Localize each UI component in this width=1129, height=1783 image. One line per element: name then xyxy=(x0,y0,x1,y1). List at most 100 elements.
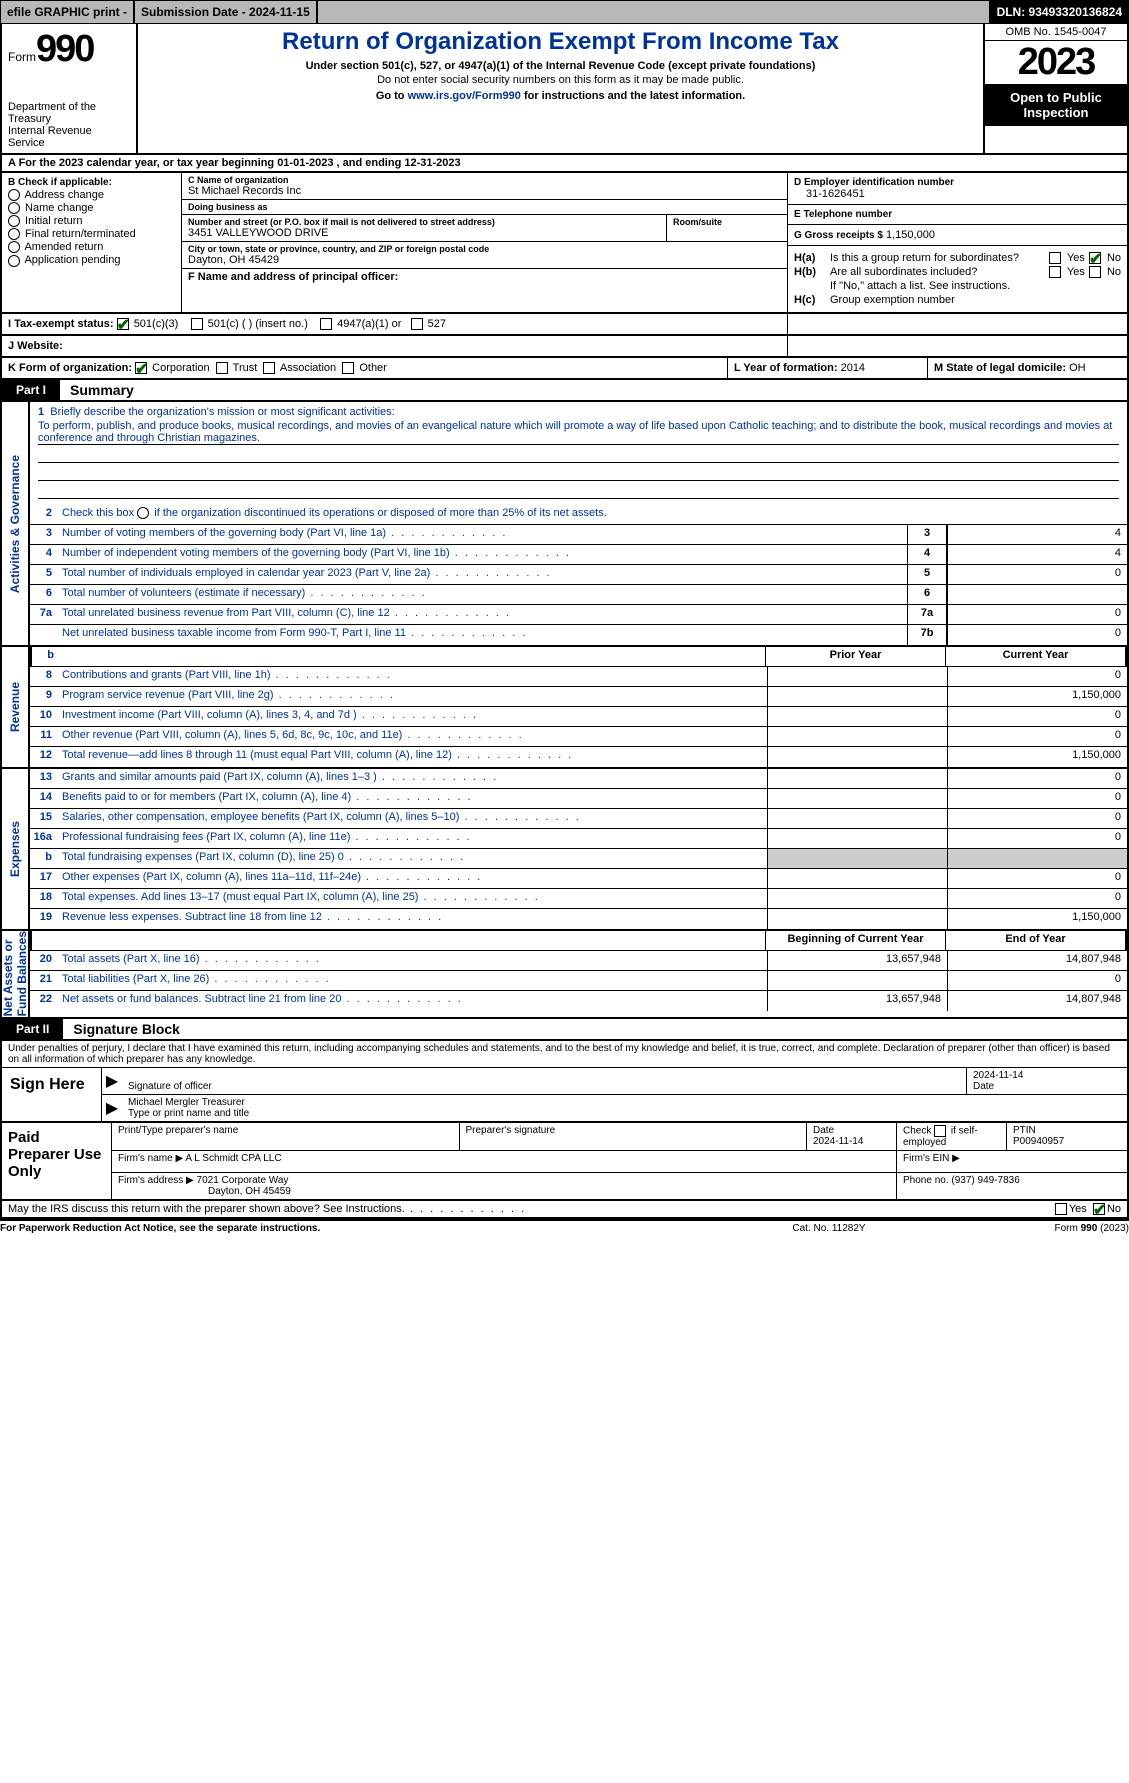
discuss-row: May the IRS discuss this return with the… xyxy=(0,1201,1129,1219)
paid-preparer: Paid Preparer Use Only Print/Type prepar… xyxy=(0,1123,1129,1201)
arrow-icon: ▶ xyxy=(102,1095,122,1121)
form-subtitle1: Under section 501(c), 527, or 4947(a)(1)… xyxy=(146,60,975,72)
form-word: Form xyxy=(8,50,36,64)
box-e: E Telephone number xyxy=(788,205,1127,225)
topbar: efile GRAPHIC print - Submission Date - … xyxy=(0,0,1129,24)
part1-header: Part I Summary xyxy=(0,380,1129,402)
hb-no-checkbox[interactable] xyxy=(1089,266,1101,278)
self-employed-checkbox[interactable] xyxy=(934,1125,946,1137)
col-b: B Check if applicable: Address change Na… xyxy=(2,173,182,312)
table-row: 15Salaries, other compensation, employee… xyxy=(30,809,1127,829)
city: Dayton, OH 45429 xyxy=(188,254,781,266)
b-checkbox[interactable] xyxy=(8,202,20,214)
row-j: J Website: xyxy=(0,336,1129,358)
v5: 0 xyxy=(947,565,1127,584)
officer-name: Michael Mergler Treasurer xyxy=(128,1097,1121,1108)
efile-label: efile GRAPHIC print - xyxy=(0,0,134,24)
table-row: 17Other expenses (Part IX, column (A), l… xyxy=(30,869,1127,889)
b-checkbox[interactable] xyxy=(8,228,20,240)
501c-checkbox[interactable] xyxy=(191,318,203,330)
year-formation: 2014 xyxy=(841,362,865,374)
sign-date: 2024-11-14 xyxy=(973,1070,1121,1081)
activities-governance: Activities & Governance 1 Briefly descri… xyxy=(0,402,1129,647)
hb-yes-checkbox[interactable] xyxy=(1049,266,1061,278)
discuss-yes-checkbox[interactable] xyxy=(1055,1203,1067,1215)
b-checkbox[interactable] xyxy=(8,189,20,201)
table-row: 22Net assets or fund balances. Subtract … xyxy=(30,991,1127,1011)
firm-phone: (937) 949-7836 xyxy=(951,1175,1019,1186)
state-domicile: OH xyxy=(1069,362,1086,374)
row-i: I Tax-exempt status: 501(c)(3) 501(c) ( … xyxy=(0,314,1129,336)
block-b-h: B Check if applicable: Address change Na… xyxy=(0,173,1129,314)
omb-number: OMB No. 1545-0047 xyxy=(985,24,1127,41)
form-title: Return of Organization Exempt From Incom… xyxy=(146,28,975,56)
501c3-checkbox[interactable] xyxy=(117,318,129,330)
b-option: Address change xyxy=(8,189,175,201)
col-d-h: D Employer identification number 31-1626… xyxy=(787,173,1127,312)
box-h: H(a) Is this a group return for subordin… xyxy=(788,246,1127,312)
box-c-dba: Doing business as xyxy=(182,200,787,215)
row-klm: K Form of organization: Corporation Trus… xyxy=(0,358,1129,380)
form-subtitle2: Do not enter social security numbers on … xyxy=(146,74,975,86)
ein: 31-1626451 xyxy=(794,188,1121,200)
b-option: Final return/terminated xyxy=(8,228,175,240)
b-checkbox[interactable] xyxy=(8,255,20,267)
box-c-addr: Number and street (or P.O. box if mail i… xyxy=(182,215,787,242)
vtab-ag: Activities & Governance xyxy=(8,455,22,593)
b-checkbox[interactable] xyxy=(8,241,20,253)
b-option: Application pending xyxy=(8,254,175,266)
tax-year: 2023 xyxy=(985,41,1127,84)
box-c-city: City or town, state or province, country… xyxy=(182,242,787,269)
irs-link[interactable]: www.irs.gov/Form990 xyxy=(408,90,521,102)
ha-no-checkbox[interactable] xyxy=(1089,252,1101,264)
v7b: 0 xyxy=(947,625,1127,645)
public-inspection: Open to Public Inspection xyxy=(985,84,1127,126)
firm-addr: 7021 Corporate Way xyxy=(197,1175,289,1186)
corp-checkbox[interactable] xyxy=(135,362,147,374)
table-row: 20Total assets (Part X, line 16)13,657,9… xyxy=(30,951,1127,971)
firm-name: A L Schmidt CPA LLC xyxy=(185,1153,281,1164)
header-right: OMB No. 1545-0047 2023 Open to Public In… xyxy=(983,24,1127,153)
trust-checkbox[interactable] xyxy=(216,362,228,374)
vtab-na: Net Assets or Fund Balances xyxy=(1,931,29,1016)
b-option: Amended return xyxy=(8,241,175,253)
vtab-rev: Revenue xyxy=(8,682,22,732)
table-row: 9Program service revenue (Part VIII, lin… xyxy=(30,687,1127,707)
l2-checkbox[interactable] xyxy=(137,507,149,519)
dept: Department of the Treasury Internal Reve… xyxy=(8,101,130,149)
gross-receipts: 1,150,000 xyxy=(886,229,935,241)
arrow-icon: ▶ xyxy=(102,1068,122,1094)
firm-city: Dayton, OH 45459 xyxy=(118,1186,291,1197)
ha-yes-checkbox[interactable] xyxy=(1049,252,1061,264)
table-row: 11Other revenue (Part VIII, column (A), … xyxy=(30,727,1127,747)
box-c-name: C Name of organization St Michael Record… xyxy=(182,173,787,200)
col-c-f: C Name of organization St Michael Record… xyxy=(182,173,787,312)
b-checkbox[interactable] xyxy=(8,215,20,227)
box-d: D Employer identification number 31-1626… xyxy=(788,173,1127,205)
table-row: 13Grants and similar amounts paid (Part … xyxy=(30,769,1127,789)
mission-text: To perform, publish, and produce books, … xyxy=(38,420,1119,445)
table-row: 16aProfessional fundraising fees (Part I… xyxy=(30,829,1127,849)
other-checkbox[interactable] xyxy=(342,362,354,374)
dln: DLN: 93493320136824 xyxy=(990,0,1129,24)
part2-header: Part II Signature Block xyxy=(0,1019,1129,1041)
assoc-checkbox[interactable] xyxy=(263,362,275,374)
v6 xyxy=(947,585,1127,604)
revenue-section: Revenue bPrior YearCurrent Year 8Contrib… xyxy=(0,647,1129,769)
table-row: 18Total expenses. Add lines 13–17 (must … xyxy=(30,889,1127,909)
header-left: Form990 Department of the Treasury Inter… xyxy=(2,24,138,153)
form-header: Form990 Department of the Treasury Inter… xyxy=(0,24,1129,155)
street: 3451 VALLEYWOOD DRIVE xyxy=(188,227,660,239)
prep-date: 2024-11-14 xyxy=(813,1136,890,1147)
submission-date: Submission Date - 2024-11-15 xyxy=(134,0,317,24)
527-checkbox[interactable] xyxy=(411,318,423,330)
b-label: B Check if applicable: xyxy=(8,177,175,188)
table-row: 14Benefits paid to or for members (Part … xyxy=(30,789,1127,809)
vtab-exp: Expenses xyxy=(8,821,22,877)
org-name: St Michael Records Inc xyxy=(188,185,781,197)
ptin: P00940957 xyxy=(1013,1136,1121,1147)
footer: For Paperwork Reduction Act Notice, see … xyxy=(0,1219,1129,1236)
4947-checkbox[interactable] xyxy=(320,318,332,330)
discuss-no-checkbox[interactable] xyxy=(1093,1203,1105,1215)
v3: 4 xyxy=(947,525,1127,544)
